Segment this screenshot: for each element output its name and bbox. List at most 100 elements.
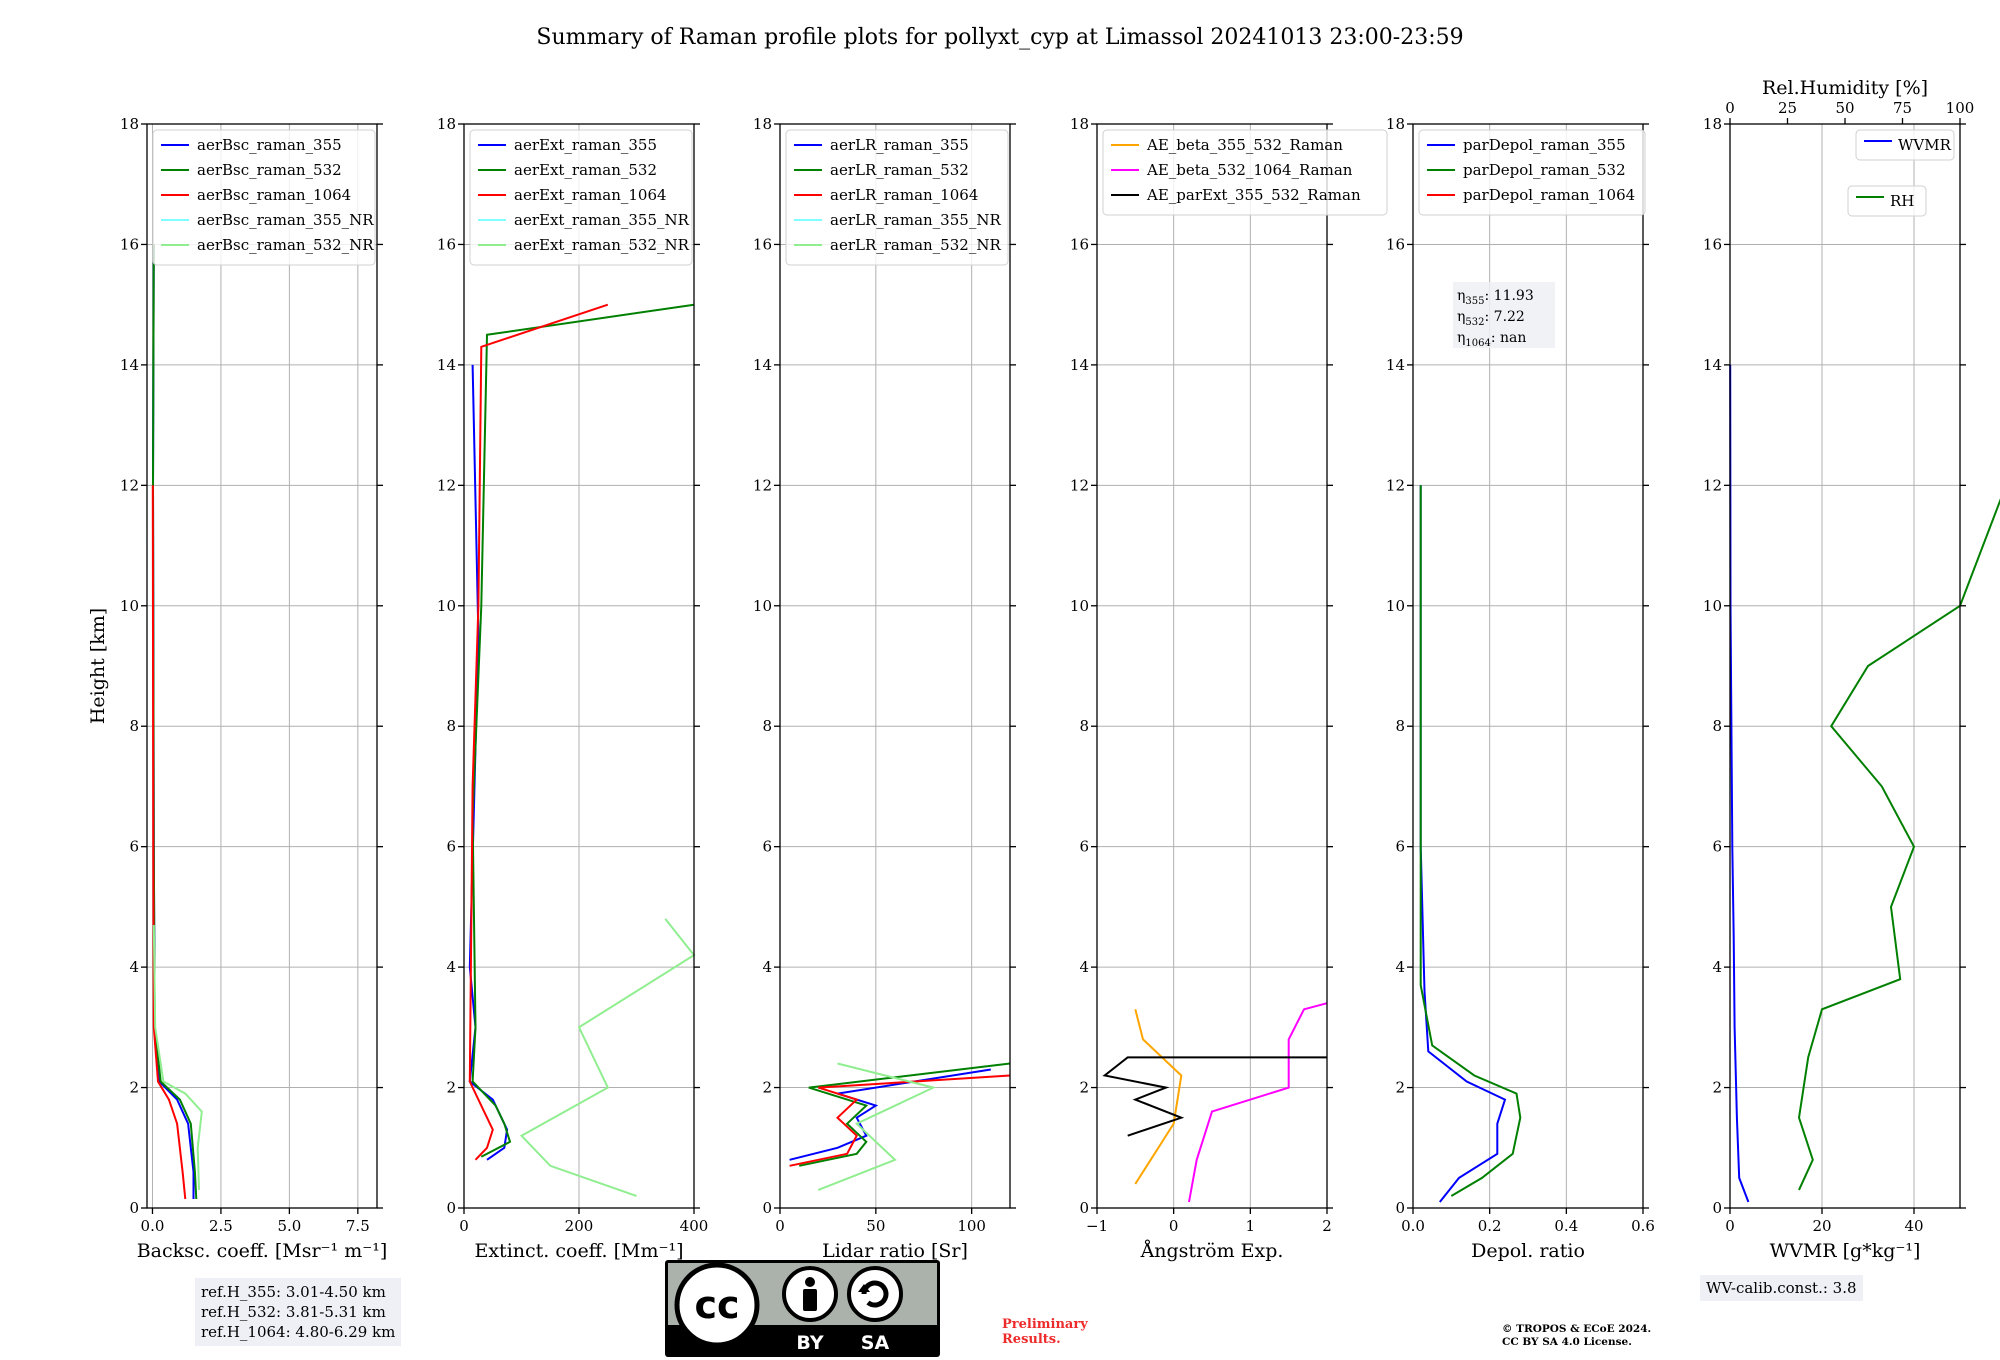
share-alike-icon-arrow: [858, 1284, 870, 1292]
eta-value: 11.93: [1494, 288, 1534, 304]
y-tick-label: 0: [446, 1199, 456, 1217]
y-tick-label: 18: [1703, 115, 1722, 133]
legend-box: [152, 129, 376, 266]
y-tick-label: 14: [753, 356, 772, 374]
series-line-RH: [1797, 498, 2000, 1191]
x-tick-label: 200: [565, 1217, 594, 1235]
ref-height-1064: ref.H_1064: 4.80-6.29 km: [201, 1323, 396, 1341]
eta-subscript: 355: [1465, 296, 1484, 307]
panel-frame: [146, 123, 378, 1209]
legend-label: parDepol_raman_1064: [1463, 186, 1635, 204]
legend-label: RH: [1890, 192, 1914, 210]
cc-by-sa-logo: cc BY SA: [665, 1260, 940, 1357]
legend-label: aerExt_raman_532_NR: [514, 236, 690, 254]
y-tick-label: 14: [120, 356, 139, 374]
y-tick-label: 2: [129, 1079, 139, 1097]
y-tick-label: 10: [1703, 597, 1722, 615]
panel-2: 0 2 4 6 8 10 12 14 16 18 0 200 400 Extinct. coeff. [M…: [437, 115, 708, 1262]
series-line-AE_beta_532_1064_Raman: [1188, 1002, 1328, 1203]
y-tick-label: 2: [762, 1079, 772, 1097]
series-line-aerLR_raman_532: [798, 1062, 1011, 1167]
x-tick-label: 20: [1812, 1217, 1831, 1235]
eta-subscript: 1064: [1465, 338, 1490, 349]
legend-box: [785, 129, 1009, 266]
eta-separator: :: [1491, 330, 1500, 346]
eta-subscript: 532: [1465, 317, 1484, 328]
y-tick-label: 0: [1079, 1199, 1089, 1217]
eta-symbol: η: [1457, 330, 1465, 346]
legend-label: parDepol_raman_532: [1463, 161, 1626, 179]
y-tick-label: 16: [1386, 235, 1405, 253]
series-line-parDepol_raman_355: [1419, 485, 1507, 1203]
y-tick-label: 4: [1712, 958, 1722, 976]
legend-box: [469, 129, 693, 266]
x-tick-label: 0.6: [1631, 1217, 1655, 1235]
y-tick-label: 14: [437, 356, 456, 374]
y-tick-label: 12: [120, 476, 139, 494]
x-axis-label: Lidar ratio [Sr]: [822, 1240, 968, 1262]
x-axis-label: Ångström Exp.: [1140, 1240, 1284, 1262]
legend-label: aerLR_raman_532: [830, 161, 969, 179]
y-tick-label: 18: [1070, 115, 1089, 133]
y-tick-label: 0: [762, 1199, 772, 1217]
copyright-line-1: © TROPOS & ECoE 2024.: [1502, 1323, 1652, 1335]
x-tick-label: −1: [1086, 1217, 1108, 1235]
y-tick-label: 0: [129, 1199, 139, 1217]
legend-label: aerExt_raman_532: [514, 161, 657, 179]
y-tick-label: 2: [1079, 1079, 1089, 1097]
series-line-aerBsc_raman_1064: [151, 485, 187, 1200]
x-tick-label: 0: [459, 1217, 469, 1235]
y-tick-label: 10: [437, 597, 456, 615]
x-tick-label: 0.4: [1554, 1217, 1578, 1235]
x-tick-label: 1: [1246, 1217, 1256, 1235]
legend-label: aerBsc_raman_355: [197, 136, 342, 154]
eta-value: nan: [1500, 330, 1526, 346]
y-tick-label: 18: [120, 115, 139, 133]
preliminary-line-2: Results.: [1002, 1332, 1061, 1347]
top-tick-label: 50: [1835, 99, 1854, 117]
legend-box-wvmr: [1855, 129, 1955, 161]
legend-label: aerBsc_raman_1064: [197, 186, 351, 204]
y-tick-label: 6: [446, 838, 456, 856]
legend-label: aerExt_raman_1064: [514, 186, 667, 204]
y-tick-label: 2: [1395, 1079, 1405, 1097]
eta-annotation-box: [1453, 282, 1555, 348]
eta-value: 7.22: [1494, 309, 1525, 325]
y-tick-label: 6: [1395, 838, 1405, 856]
x-tick-label: 100: [957, 1217, 986, 1235]
legend-label: aerLR_raman_1064: [830, 186, 978, 204]
cc-icon-text: cc: [694, 1283, 739, 1327]
legend-label: aerBsc_raman_532_NR: [197, 236, 374, 254]
series-line-aerBsc_raman_532_NR: [152, 924, 203, 1190]
y-tick-label: 4: [129, 958, 139, 976]
y-tick-label: 10: [753, 597, 772, 615]
panel-frame: [1729, 123, 1961, 1209]
legend-label: aerExt_raman_355: [514, 136, 657, 154]
attribution-icon-body: [803, 1289, 817, 1311]
legend-label: AE_beta_532_1064_Raman: [1146, 161, 1353, 179]
y-tick-label: 2: [1712, 1079, 1722, 1097]
cc-icon: [674, 1262, 760, 1348]
x-tick-label: 40: [1904, 1217, 1923, 1235]
y-tick-label: 10: [120, 597, 139, 615]
panel-5: 0 2 4 6 8 10 12 14 16 18 0.0 0.2 0.4 0.6 Depol. ratio p…: [1386, 115, 1655, 1262]
x-tick-label: 0: [1169, 1217, 1179, 1235]
y-tick-label: 16: [120, 235, 139, 253]
x-axis-label: Extinct. coeff. [Mm⁻¹]: [474, 1240, 683, 1262]
legend-label: aerLR_raman_532_NR: [830, 236, 1001, 254]
y-tick-label: 6: [129, 838, 139, 856]
x-tick-label: 400: [680, 1217, 709, 1235]
y-tick-label: 10: [1070, 597, 1089, 615]
y-tick-label: 12: [1386, 476, 1405, 494]
top-tick-label: 25: [1778, 99, 1797, 117]
series-line-aerLR_raman_1064: [789, 1074, 1011, 1167]
x-axis-label: WVMR [g*kg⁻¹]: [1770, 1240, 1921, 1262]
series-line-aerExt_raman_1064: [468, 303, 609, 1161]
y-tick-label: 12: [753, 476, 772, 494]
y-tick-label: 4: [1079, 958, 1089, 976]
legend-box: [1102, 129, 1388, 216]
y-tick-label: 8: [1079, 717, 1089, 735]
x-axis-label: Backsc. coeff. [Msr⁻¹ m⁻¹]: [137, 1240, 388, 1262]
